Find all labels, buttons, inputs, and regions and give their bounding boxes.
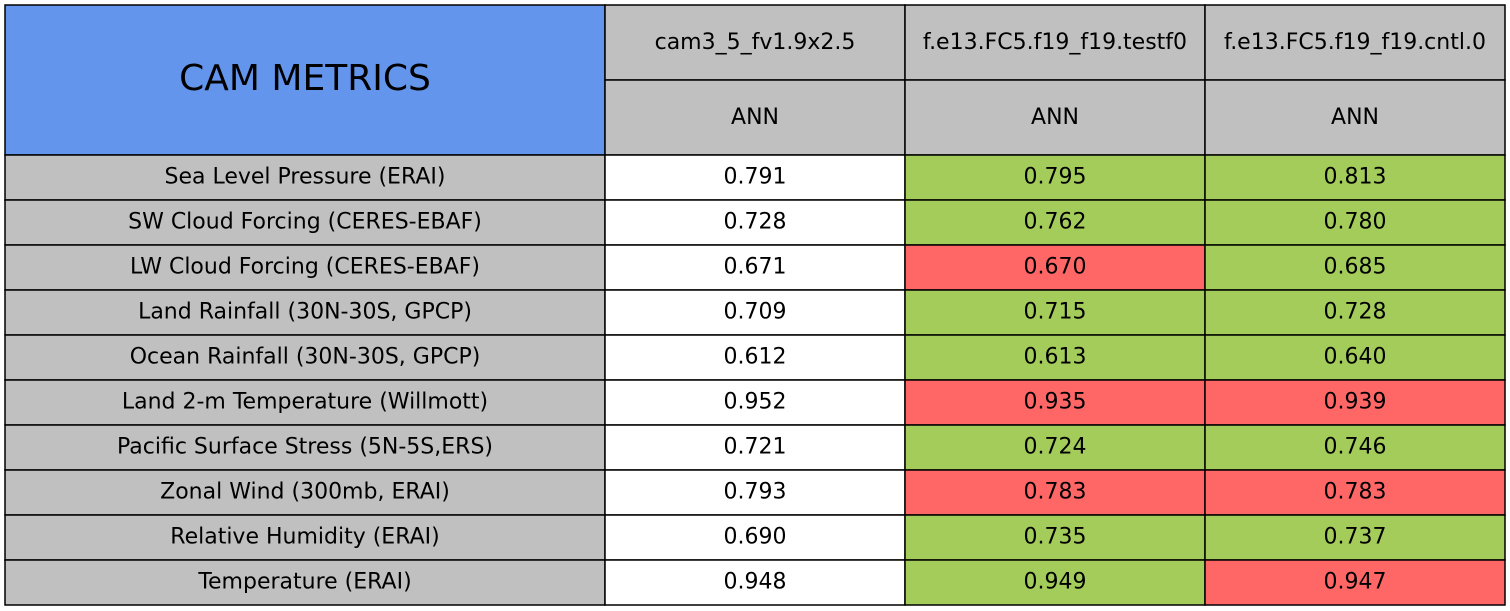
value-cell <box>604 559 906 606</box>
cell-value: 0.690 <box>724 525 787 550</box>
cell-value: 0.952 <box>724 390 787 415</box>
cell-value: 0.783 <box>1324 480 1387 505</box>
row-label-cell <box>4 514 606 561</box>
value-cell <box>604 334 906 381</box>
value-cell <box>604 379 906 426</box>
cell-value: 0.724 <box>1024 435 1087 460</box>
row-label: Pacific Surface Stress (5N-5S,ERS) <box>117 435 493 460</box>
cell-value: 0.947 <box>1324 570 1387 595</box>
cell-value: 0.613 <box>1024 345 1087 370</box>
row-label-cell <box>4 199 606 246</box>
row-label: Relative Humidity (ERAI) <box>170 525 439 550</box>
header-cell <box>904 79 1206 156</box>
title-cell <box>4 4 606 156</box>
column-name: cam3_5_fv1.9x2.5 <box>655 30 856 55</box>
value-cell <box>904 559 1206 606</box>
value-cell <box>604 469 906 516</box>
cell-value: 0.709 <box>724 300 787 325</box>
cell-value: 0.935 <box>1024 390 1087 415</box>
header-cell <box>1204 4 1506 81</box>
cell-value: 0.783 <box>1024 480 1087 505</box>
cell-value: 0.685 <box>1324 255 1387 280</box>
value-cell <box>1204 469 1506 516</box>
cell-value: 0.728 <box>724 210 787 235</box>
row-label: Temperature (ERAI) <box>197 570 411 595</box>
cell-value: 0.949 <box>1024 570 1087 595</box>
value-cell <box>904 199 1206 246</box>
cell-value: 0.671 <box>724 255 787 280</box>
value-cell <box>604 289 906 336</box>
value-cell <box>1204 289 1506 336</box>
row-label: Sea Level Pressure (ERAI) <box>165 165 446 190</box>
cell-value: 0.939 <box>1324 390 1387 415</box>
cell-value: 0.715 <box>1024 300 1087 325</box>
value-cell <box>604 244 906 291</box>
cell-value: 0.795 <box>1024 165 1087 190</box>
value-cell <box>1204 334 1506 381</box>
row-label: Land Rainfall (30N-30S, GPCP) <box>138 300 472 325</box>
cell-value: 0.735 <box>1024 525 1087 550</box>
row-label: Zonal Wind (300mb, ERAI) <box>160 480 450 505</box>
row-label: Ocean Rainfall (30N-30S, GPCP) <box>130 345 481 370</box>
row-label: LW Cloud Forcing (CERES-EBAF) <box>130 255 480 280</box>
cell-value: 0.670 <box>1024 255 1087 280</box>
row-label-cell <box>4 379 606 426</box>
value-cell <box>904 244 1206 291</box>
cell-value: 0.791 <box>724 165 787 190</box>
cell-value: 0.813 <box>1324 165 1387 190</box>
cell-value: 0.948 <box>724 570 787 595</box>
value-cell <box>1204 154 1506 201</box>
header-cell <box>604 4 906 81</box>
column-period: ANN <box>731 105 779 130</box>
column-name: f.e13.FC5.f19_f19.cntl.0 <box>1224 30 1486 55</box>
value-cell <box>904 289 1206 336</box>
column-period: ANN <box>1031 105 1079 130</box>
value-cell <box>1204 559 1506 606</box>
header-cell <box>604 79 906 156</box>
value-cell <box>1204 244 1506 291</box>
row-label-cell <box>4 289 606 336</box>
row-label-cell <box>4 469 606 516</box>
header-cell <box>904 4 1206 81</box>
cell-value: 0.762 <box>1024 210 1087 235</box>
column-period: ANN <box>1331 105 1379 130</box>
row-label: Land 2-m Temperature (Willmott) <box>122 390 488 415</box>
row-label-cell <box>4 244 606 291</box>
cell-value: 0.780 <box>1324 210 1387 235</box>
value-cell <box>904 154 1206 201</box>
cell-value: 0.721 <box>724 435 787 460</box>
value-cell <box>1204 514 1506 561</box>
column-name: f.e13.FC5.f19_f19.testf0 <box>923 30 1187 55</box>
cell-value: 0.612 <box>724 345 787 370</box>
cell-value: 0.746 <box>1324 435 1387 460</box>
cell-value: 0.737 <box>1324 525 1387 550</box>
cell-value: 0.728 <box>1324 300 1387 325</box>
table-title: CAM METRICS <box>179 58 431 99</box>
value-cell <box>1204 379 1506 426</box>
row-label-cell <box>4 154 606 201</box>
row-label: SW Cloud Forcing (CERES-EBAF) <box>128 210 482 235</box>
cell-value: 0.793 <box>724 480 787 505</box>
value-cell <box>904 514 1206 561</box>
cell-value: 0.640 <box>1324 345 1387 370</box>
